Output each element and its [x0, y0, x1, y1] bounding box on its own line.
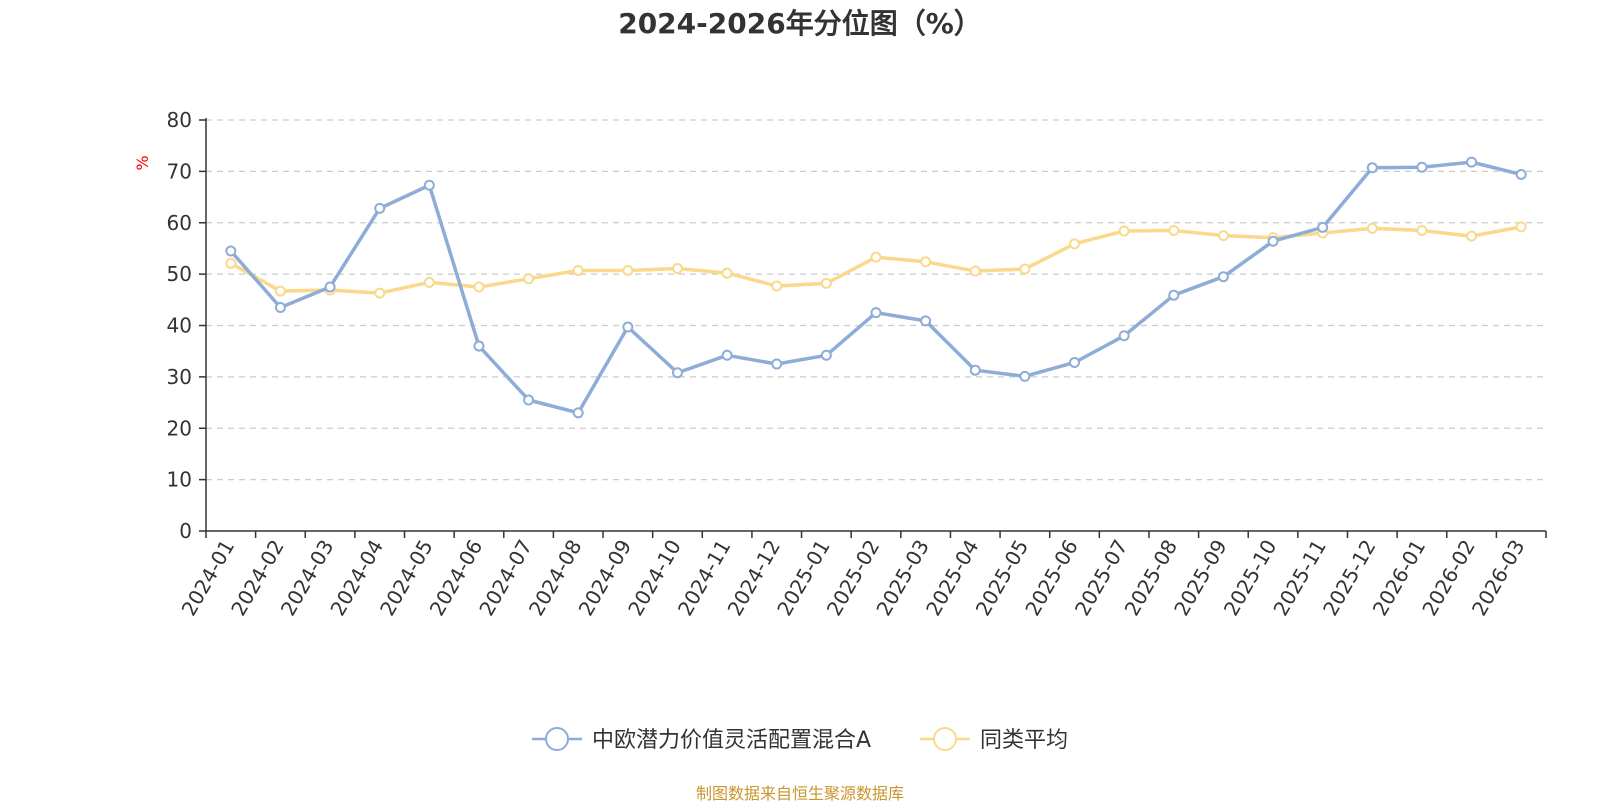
y-tick-label: 30: [167, 365, 192, 389]
data-point: [1019, 263, 1031, 275]
data-point: [1118, 330, 1130, 342]
data-point: [523, 273, 535, 285]
data-point: [374, 202, 386, 214]
data-point: [1019, 370, 1031, 382]
data-point: [274, 285, 286, 297]
data-point: [274, 302, 286, 314]
grid-lines: [206, 119, 1546, 481]
data-point: [572, 407, 584, 419]
y-axis-label: %: [133, 155, 152, 170]
series-line: [229, 160, 1522, 415]
data-point: [1466, 156, 1478, 168]
data-point: [1168, 289, 1180, 301]
data-point: [374, 287, 386, 299]
y-tick-labels: 0 10 20 30 40 50 60 70 80: [167, 108, 192, 543]
data-point: [920, 256, 932, 268]
data-point: [721, 349, 733, 361]
legend-label: 同类平均: [980, 728, 1068, 753]
data-point: [1118, 225, 1130, 237]
data-point: [771, 358, 783, 370]
data-point: [920, 315, 932, 327]
data-point: [622, 321, 634, 333]
y-tick-label: 10: [167, 468, 192, 492]
data-point: [771, 280, 783, 292]
data-point: [1168, 224, 1180, 236]
y-tick-label: 50: [167, 262, 192, 286]
chart-title: 2024-2026年分位图（%）: [618, 7, 982, 40]
data-point: [1217, 230, 1229, 242]
series-group: [225, 156, 1527, 419]
data-point: [1069, 356, 1081, 368]
data-point: [622, 265, 634, 277]
data-point: [572, 265, 584, 277]
data-point: [969, 265, 981, 277]
data-point: [1515, 221, 1527, 233]
data-point: [870, 251, 882, 263]
y-tick-label: 0: [179, 519, 192, 543]
data-point: [820, 349, 832, 361]
data-point: [1366, 222, 1378, 234]
x-tick-labels: 2024-012024-022024-032024-042024-052024-…: [177, 536, 1530, 620]
axes: [199, 118, 1547, 538]
data-point: [1366, 162, 1378, 174]
data-source-note: 制图数据来自恒生聚源数据库: [695, 784, 904, 803]
data-point: [1317, 221, 1329, 233]
data-point: [324, 281, 336, 293]
legend-label: 中欧潜力价值灵活配置混合A: [592, 728, 871, 753]
data-point: [1466, 230, 1478, 242]
data-point: [423, 179, 435, 191]
data-point: [1416, 161, 1428, 173]
legend-marker: [545, 727, 569, 751]
data-point: [1267, 235, 1279, 247]
data-point: [671, 367, 683, 379]
data-point: [1515, 168, 1527, 180]
data-point: [523, 394, 535, 406]
data-point: [225, 257, 237, 269]
data-point: [721, 267, 733, 279]
y-tick-label: 80: [167, 108, 192, 132]
legend-marker: [933, 727, 957, 751]
data-point: [671, 262, 683, 274]
data-point: [969, 364, 981, 376]
data-point: [473, 340, 485, 352]
y-tick-label: 40: [167, 314, 192, 338]
data-point: [1069, 238, 1081, 250]
y-tick-label: 70: [167, 159, 192, 183]
data-point: [225, 245, 237, 257]
data-point: [1416, 224, 1428, 236]
data-point: [870, 307, 882, 319]
y-tick-label: 60: [167, 211, 192, 235]
data-point: [473, 281, 485, 293]
data-point: [423, 276, 435, 288]
data-point: [820, 277, 832, 289]
data-point: [1217, 271, 1229, 283]
y-tick-label: 20: [167, 416, 192, 440]
legend[interactable]: 中欧潜力价值灵活配置混合A 同类平均: [532, 727, 1068, 753]
